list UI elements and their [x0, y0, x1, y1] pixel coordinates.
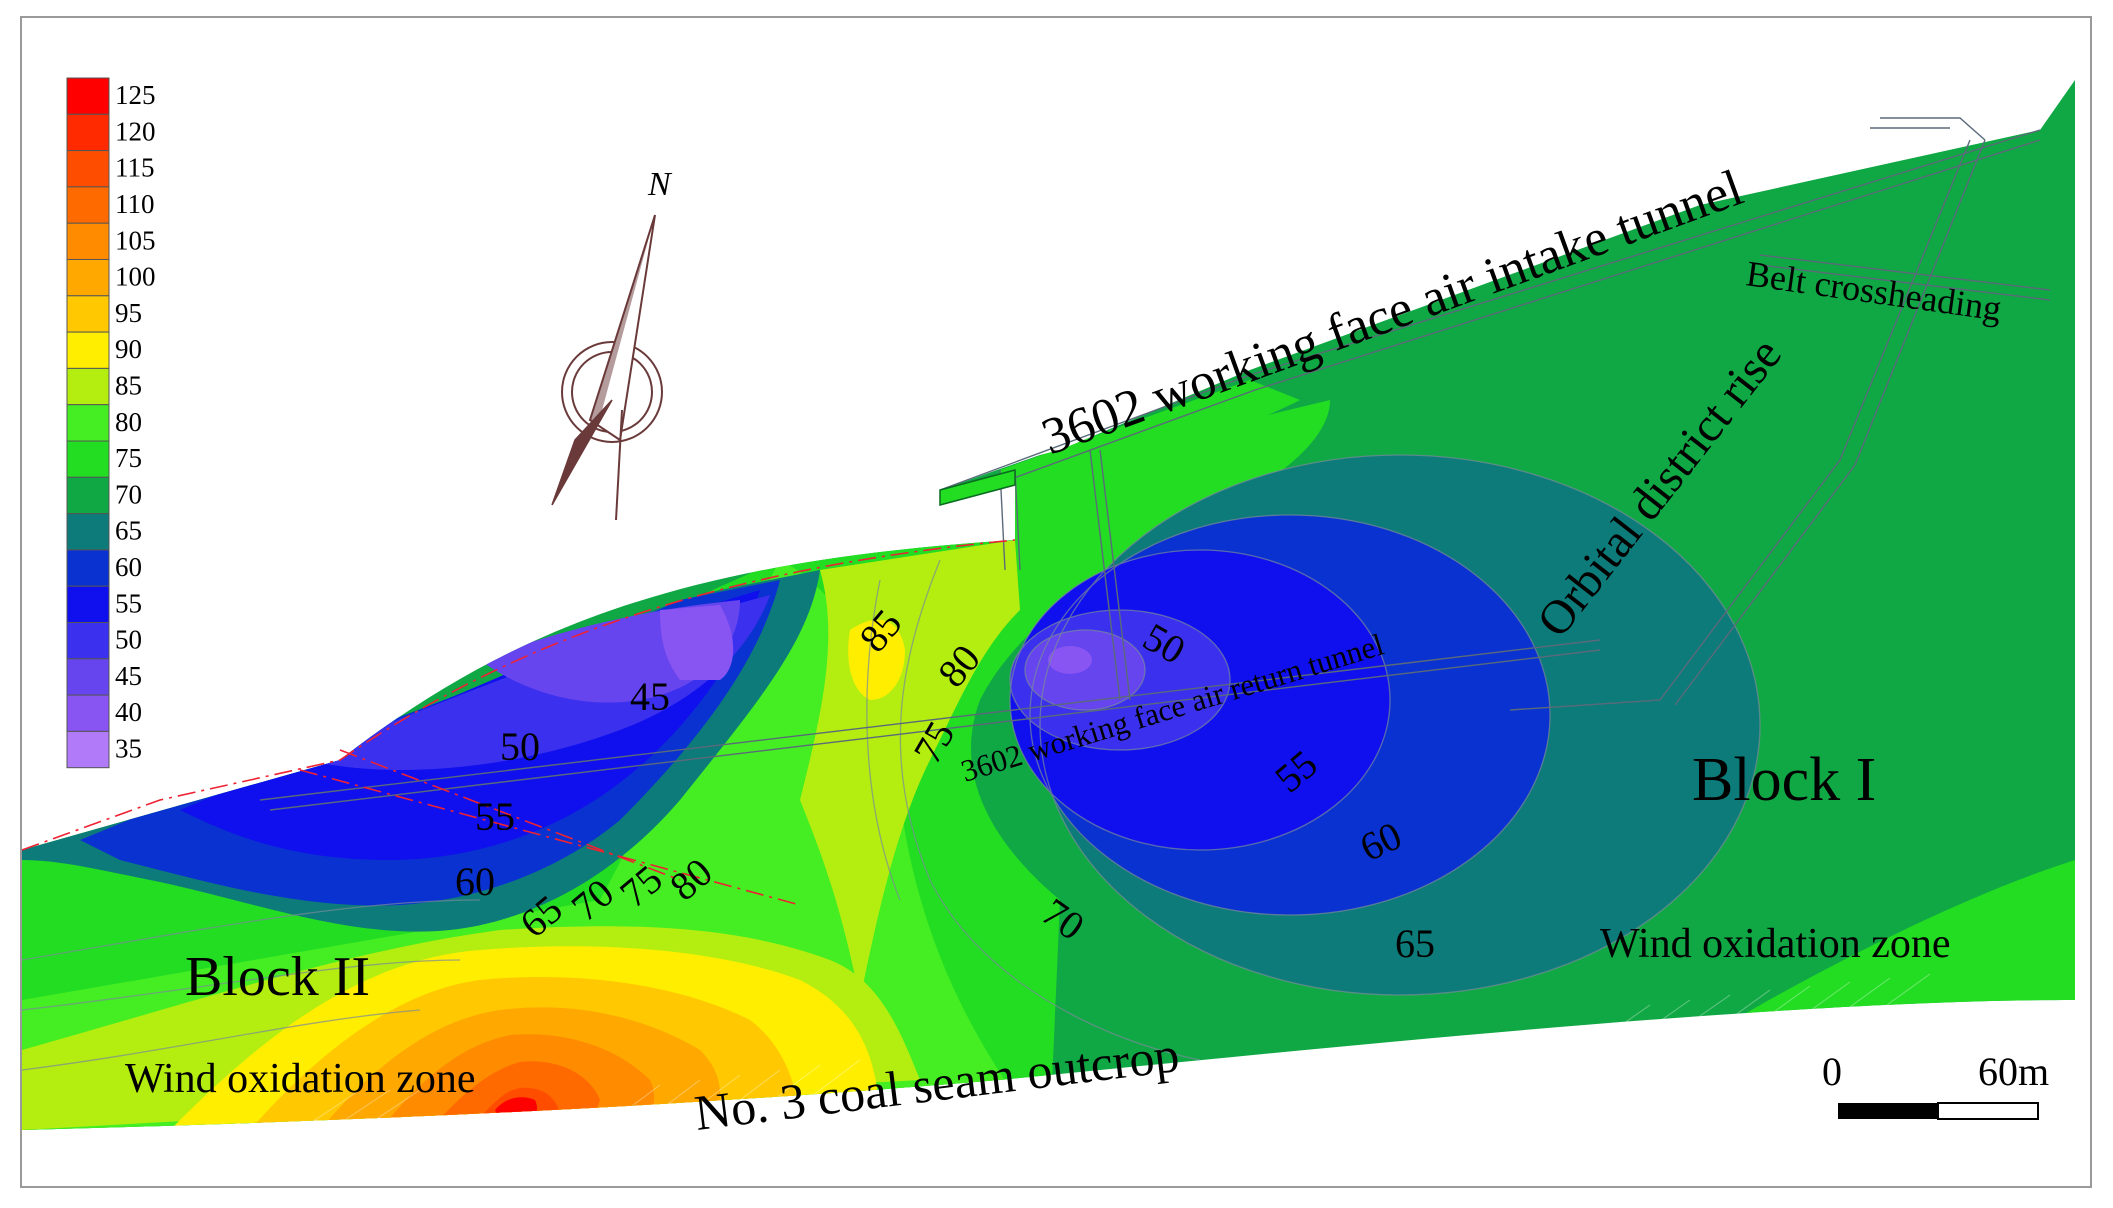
legend-label: 105 — [115, 225, 156, 255]
wind-oxidation-zone-right: Wind oxidation zone — [1600, 921, 1951, 967]
block-2-label: Block II — [185, 946, 370, 1008]
legend-label: 70 — [115, 479, 142, 509]
legend-label: 125 — [115, 80, 156, 110]
legend-swatch — [66, 658, 110, 696]
map-frame — [20, 16, 2092, 1188]
legend-swatch — [66, 549, 110, 587]
legend-label: 55 — [115, 588, 142, 618]
legend-swatch — [66, 476, 110, 515]
legend-label: 100 — [115, 262, 156, 292]
legend-label: 95 — [115, 298, 142, 328]
legend-swatch — [66, 694, 110, 732]
north-label: N — [647, 166, 673, 203]
scale-bar: 0 60m — [1822, 1049, 2049, 1120]
legend-label: 85 — [115, 371, 142, 401]
legend-label: 45 — [115, 661, 142, 691]
contour-label: 55 — [475, 794, 515, 839]
legend-swatch — [66, 295, 110, 333]
legend-swatch — [66, 367, 110, 406]
legend-swatch — [66, 150, 110, 188]
legend-swatch — [66, 585, 110, 624]
block-1-label: Block I — [1692, 746, 1876, 814]
color-legend: 125 120 115 110 105 100 95 90 85 80 75 70 65 60 55 50 45… — [66, 77, 156, 769]
legend-label: 90 — [115, 334, 142, 364]
legend-label: 110 — [115, 189, 155, 219]
legend-label: 115 — [115, 153, 155, 183]
legend-swatch — [66, 186, 110, 224]
north-arrow-icon: N — [551, 166, 673, 521]
contour-label: 45 — [630, 674, 670, 719]
legend-swatch — [66, 440, 110, 478]
legend-label: 80 — [115, 407, 142, 437]
legend-label: 75 — [115, 443, 142, 473]
scale-end-label: 60m — [1978, 1049, 2049, 1094]
legend-label: 65 — [115, 516, 142, 546]
contour-label: 50 — [500, 724, 540, 769]
legend-label: 120 — [115, 116, 156, 146]
wind-oxidation-zone-left: Wind oxidation zone — [125, 1056, 476, 1102]
legend-swatch — [66, 222, 110, 260]
legend-swatch — [66, 259, 110, 297]
legend-swatch — [66, 513, 110, 551]
legend-swatch — [66, 77, 110, 115]
legend-label: 50 — [115, 625, 142, 655]
contour-label: 60 — [455, 859, 495, 904]
tunnel-network — [259, 117, 2051, 811]
legend-label: 35 — [115, 734, 142, 764]
legend-swatch — [66, 404, 110, 442]
tunnel-entry — [939, 469, 1016, 506]
scale-start-label: 0 — [1822, 1049, 1842, 1094]
legend-swatch — [66, 730, 110, 769]
legend-swatch — [66, 113, 110, 152]
legend-label: 40 — [115, 697, 142, 727]
legend-swatch — [66, 622, 110, 660]
legend-label: 60 — [115, 552, 142, 582]
legend-swatch — [66, 331, 110, 369]
boundary-line — [21, 539, 1016, 906]
contour-label: 65 — [1395, 921, 1435, 966]
